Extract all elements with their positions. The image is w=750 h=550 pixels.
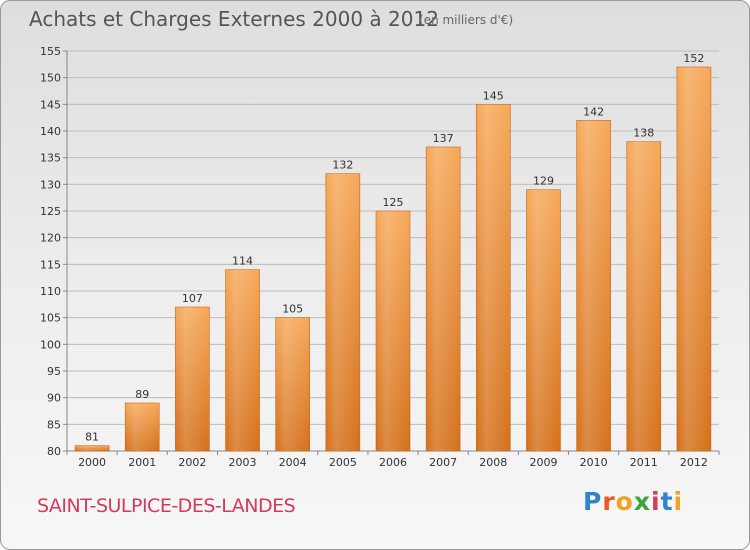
logo-letter: o [615, 487, 634, 516]
value-label: 81 [85, 431, 99, 444]
x-tick-label: 2005 [329, 456, 357, 469]
bar-highlight [75, 445, 110, 451]
bar-highlight [275, 317, 310, 451]
value-label: 129 [533, 175, 554, 188]
x-tick-label: 2001 [128, 456, 156, 469]
value-label: 114 [232, 255, 253, 268]
y-tick-label: 120 [40, 232, 61, 245]
x-tick-label: 2003 [229, 456, 257, 469]
value-label: 105 [282, 303, 303, 316]
x-tick-label: 2012 [680, 456, 708, 469]
x-tick-label: 2000 [78, 456, 106, 469]
y-tick-label: 100 [40, 338, 61, 351]
x-tick-label: 2007 [429, 456, 457, 469]
logo-letter: r [602, 487, 616, 516]
bar-highlight [325, 173, 360, 451]
value-label: 107 [182, 292, 203, 305]
bar-highlight [426, 147, 461, 451]
y-tick-label: 125 [40, 205, 61, 218]
y-tick-label: 140 [40, 125, 61, 138]
bar-highlight [576, 120, 611, 451]
x-tick-label: 2011 [630, 456, 658, 469]
value-label: 132 [332, 159, 353, 172]
value-label: 89 [135, 388, 149, 401]
bar-highlight [676, 67, 711, 451]
y-tick-label: 85 [47, 418, 61, 431]
value-label: 125 [383, 196, 404, 209]
y-tick-label: 95 [47, 365, 61, 378]
logo-letter: x [633, 487, 651, 516]
logo-letter: P [583, 487, 603, 516]
chart-title: Achats et Charges Externes 2000 à 2012 [29, 7, 439, 31]
y-tick-label: 135 [40, 152, 61, 165]
proxiti-logo: Proxiti [583, 487, 683, 516]
bar-highlight [225, 269, 260, 451]
logo-letter: i [651, 487, 661, 516]
logo-letter: i [673, 487, 684, 516]
y-tick-label: 150 [40, 72, 61, 85]
bar-highlight [526, 189, 561, 451]
bar-highlight [125, 403, 160, 451]
value-label: 138 [633, 127, 654, 140]
y-tick-label: 80 [47, 445, 61, 458]
bars [74, 66, 712, 452]
value-label: 142 [583, 105, 604, 118]
y-axis-labels: 80 85 90 95 100 105 110 115 120 125 130 135 140 145 15… [40, 45, 61, 458]
value-label: 137 [433, 132, 454, 145]
logo-letter: t [660, 487, 674, 516]
y-tick-label: 105 [40, 312, 61, 325]
x-tick-label: 2010 [580, 456, 608, 469]
bar-highlight [626, 141, 661, 451]
y-tick-label: 115 [40, 258, 61, 271]
y-tick-label: 145 [40, 98, 61, 111]
bar-highlight [476, 104, 511, 451]
y-tick-label: 90 [47, 392, 61, 405]
y-tick-label: 110 [40, 285, 61, 298]
y-tick-label: 155 [40, 45, 61, 58]
bar-highlight [175, 307, 210, 451]
x-tick-label: 2006 [379, 456, 407, 469]
x-axis-labels: 2000 2001 2002 2003 2004 2005 2006 2007 2008 2009… [66, 451, 720, 469]
x-tick-label: 2008 [479, 456, 507, 469]
y-tick-label: 130 [40, 178, 61, 191]
x-tick-label: 2004 [279, 456, 307, 469]
x-tick-label: 2002 [178, 456, 206, 469]
chart-subtitle: (en milliers d'€) [419, 13, 514, 27]
value-label: 145 [483, 89, 504, 102]
value-labels: 81 89 107 114 105 132 125 137 145 129 142 138 152 [85, 52, 704, 444]
x-tick-label: 2009 [529, 456, 557, 469]
value-label: 152 [683, 52, 704, 65]
place-name: SAINT-SULPICE-DES-LANDES [37, 495, 296, 517]
bar-highlight [376, 211, 410, 451]
